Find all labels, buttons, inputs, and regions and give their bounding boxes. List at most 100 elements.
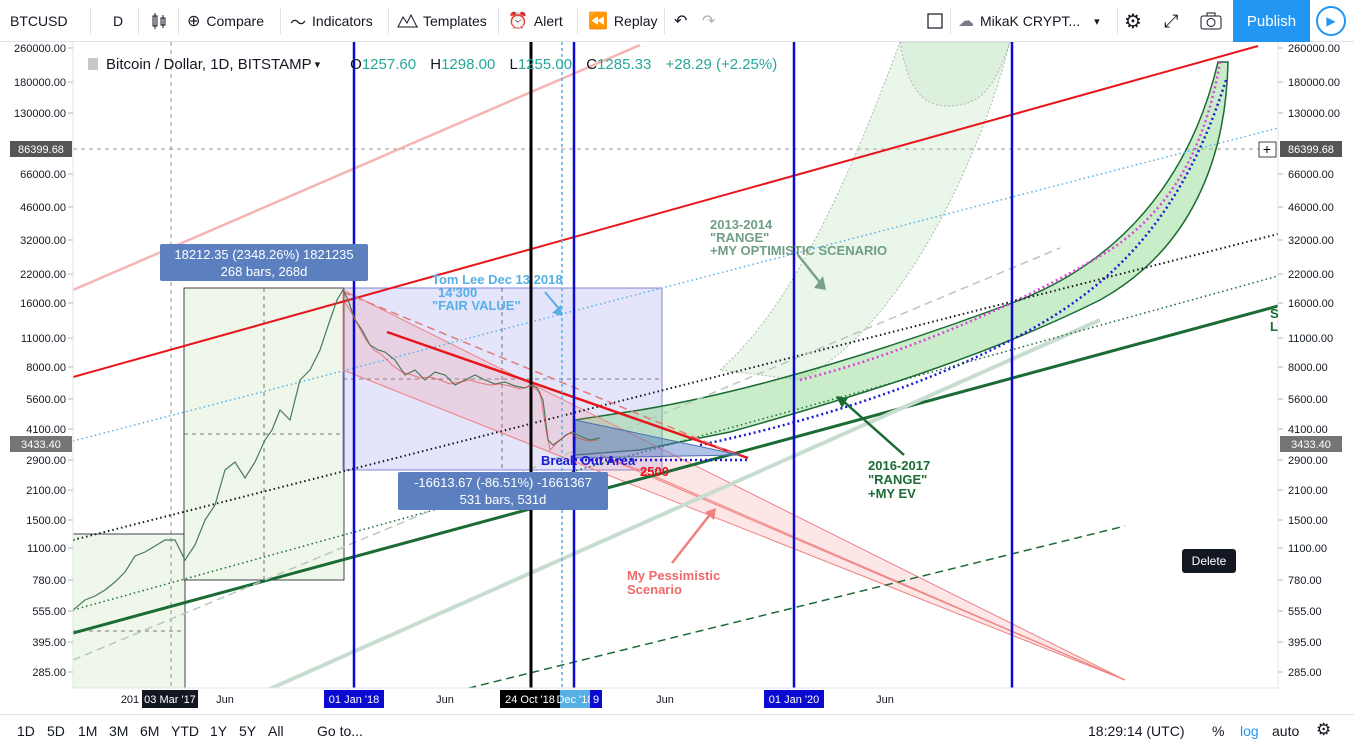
- plus-icon: +: [1263, 141, 1271, 157]
- annotation-2500[interactable]: 2500: [640, 464, 669, 479]
- chevron-down-icon[interactable]: ▾: [314, 58, 321, 71]
- divider: [90, 8, 91, 34]
- settings-button[interactable]: ⚙: [1124, 6, 1148, 36]
- goto-button[interactable]: Go to...: [317, 723, 363, 739]
- price-tick-label: 66000.00: [20, 169, 66, 181]
- compare-button[interactable]: ⊕ Compare: [187, 6, 264, 36]
- blue-dotted-path: [699, 79, 1228, 447]
- range-button-3m[interactable]: 3M: [109, 723, 129, 739]
- price-tick-label: 260000.00: [1288, 43, 1340, 55]
- price-tick-label: 11000.00: [1288, 333, 1333, 345]
- annotation-pessimistic-1[interactable]: My Pessimistic: [627, 568, 720, 583]
- chart-pane[interactable]: 260000.00 180000.00 130000.00 66000.00 46000…: [0, 42, 1354, 714]
- plus-circle-icon: ⊕: [187, 13, 201, 30]
- gear-icon: ⚙: [1124, 10, 1142, 33]
- percent-toggle[interactable]: %: [1212, 723, 1224, 739]
- annotation-tom-lee-title[interactable]: Tom Lee Dec 13 2018: [432, 272, 563, 287]
- indicators-button[interactable]: 〜 Indicators: [290, 6, 373, 36]
- chart-style-button[interactable]: [150, 6, 168, 36]
- annotation-tom-lee-value[interactable]: 14'300: [438, 285, 477, 300]
- marker-oct18-bg: [500, 690, 560, 708]
- price-tick-label: 32000.00: [1288, 235, 1334, 247]
- price-tick-label: 2900.00: [26, 455, 66, 467]
- range-button-1y[interactable]: 1Y: [210, 723, 228, 739]
- goto-label: Go to...: [317, 723, 363, 739]
- legend-high: 1298.00: [441, 55, 496, 73]
- crosshair-price-left: 86399.68: [18, 144, 64, 156]
- annotation-breakout[interactable]: Break Out Area: [541, 453, 636, 468]
- annotation-optimistic-range[interactable]: "RANGE": [710, 230, 769, 245]
- replay-button[interactable]: ⏪ Replay: [588, 6, 658, 36]
- select-all-button[interactable]: [926, 6, 944, 36]
- log-toggle[interactable]: log: [1240, 723, 1259, 739]
- alert-button[interactable]: ⏰ Alert: [508, 6, 563, 36]
- fullscreen-button[interactable]: ⤢: [1164, 6, 1184, 36]
- snapshot-button[interactable]: [1200, 6, 1222, 36]
- layout-dropdown[interactable]: ☁ MikaK CRYPT... ▾: [958, 6, 1114, 36]
- bottom-toolbar: 1D 5D 1M 3M 6M YTD 1Y 5Y All Go to... 18:29:14 (…: [0, 714, 1354, 749]
- range-button-6m[interactable]: 6M: [140, 723, 160, 739]
- last-price-right-bg: [1280, 436, 1342, 452]
- series-legend[interactable]: Bitcoin / Dollar, 1D, BITSTAMP ▾ O1257.6…: [88, 54, 787, 74]
- add-level-button[interactable]: [1258, 141, 1277, 158]
- range-button-5d[interactable]: 5D: [47, 723, 65, 739]
- measure-down-change: -16613.67 (-86.51%) -1661367: [414, 475, 592, 490]
- time-tick-label: Jun: [436, 694, 454, 706]
- divider: [498, 8, 499, 34]
- green-support-line: [73, 304, 1278, 635]
- range-button-1m[interactable]: 1M: [78, 723, 98, 739]
- annotation-optimistic-years[interactable]: 2013-2014: [710, 217, 773, 232]
- range-button-1d[interactable]: 1D: [17, 723, 35, 739]
- marker-mar17-bg: [142, 690, 198, 708]
- chart-canvas[interactable]: 260000.00 180000.00 130000.00 66000.00 46000…: [0, 42, 1354, 714]
- left-price-axis[interactable]: 260000.00 180000.00 130000.00 66000.00 46000…: [14, 43, 73, 679]
- compare-label: Compare: [206, 13, 264, 29]
- publish-button[interactable]: Publish: [1233, 0, 1310, 42]
- percent-label: %: [1212, 723, 1225, 739]
- price-tick-label: 130000.00: [14, 108, 66, 120]
- annotation-tom-lee-fair-value[interactable]: "FAIR VALUE": [432, 298, 521, 313]
- range-button-ytd[interactable]: YTD: [171, 723, 199, 739]
- templates-button[interactable]: Templates: [397, 6, 487, 36]
- publish-label: Publish: [1246, 12, 1297, 30]
- right-price-axis[interactable]: 260000.00 180000.00 130000.00 66000.00 46000…: [1278, 43, 1340, 679]
- price-tick-label: 555.00: [1288, 606, 1322, 618]
- templates-icon: [397, 13, 418, 28]
- divider: [178, 8, 179, 34]
- legend-open: 1257.60: [361, 55, 417, 73]
- redo-button[interactable]: ↷: [702, 6, 721, 36]
- annotation-ev-range[interactable]: "RANGE": [868, 472, 927, 487]
- marker-oct18: 24 Oct '18: [505, 694, 555, 706]
- price-tick-label: 66000.00: [1288, 169, 1334, 181]
- measure-down-bars: 531 bars, 531d: [459, 492, 547, 507]
- annotation-ev-years[interactable]: 2016-2017: [868, 458, 930, 473]
- range-button-all[interactable]: All: [268, 723, 284, 739]
- marker-9: 9: [593, 694, 599, 706]
- symbol-search-button[interactable]: BTCUSD: [10, 6, 68, 36]
- measure-up-label[interactable]: 18212.35 (2348.26%) 1821235 268 bars, 26…: [160, 244, 368, 281]
- chart-settings-button[interactable]: ⚙: [1316, 720, 1331, 740]
- auto-label: auto: [1272, 723, 1300, 739]
- annotation-optimistic-scenario[interactable]: +MY OPTIMISTIC SCENARIO: [710, 243, 887, 258]
- measure-down-label[interactable]: -16613.67 (-86.51%) -1661367 531 bars, 5…: [398, 472, 608, 510]
- gear-icon: ⚙: [1316, 720, 1332, 739]
- auto-toggle[interactable]: auto: [1272, 723, 1299, 739]
- interval-button[interactable]: D: [113, 6, 123, 36]
- annotation-pessimistic-2[interactable]: Scenario: [627, 582, 682, 597]
- measure-up-change: 18212.35 (2348.26%) 1821235: [174, 247, 354, 262]
- price-tick-label: 1100.00: [27, 543, 66, 555]
- annotation-edge-s[interactable]: S: [1270, 306, 1279, 321]
- clock[interactable]: 18:29:14 (UTC): [1088, 723, 1184, 739]
- rewind-icon: ⏪: [588, 13, 608, 30]
- annotation-edge-l[interactable]: L: [1270, 319, 1278, 334]
- range-button-5y[interactable]: 5Y: [239, 723, 257, 739]
- play-button[interactable]: ▶: [1316, 6, 1346, 36]
- divider: [388, 8, 389, 34]
- divider: [280, 8, 281, 34]
- undo-button[interactable]: ↶: [674, 6, 693, 36]
- square-icon: [927, 13, 943, 29]
- annotation-ev-label[interactable]: +MY EV: [868, 486, 916, 501]
- time-axis[interactable]: 201 Jun Jun Jun Jun: [121, 694, 894, 706]
- delete-tooltip[interactable]: Delete: [1182, 549, 1236, 573]
- last-price-right: 3433.40: [1291, 439, 1331, 451]
